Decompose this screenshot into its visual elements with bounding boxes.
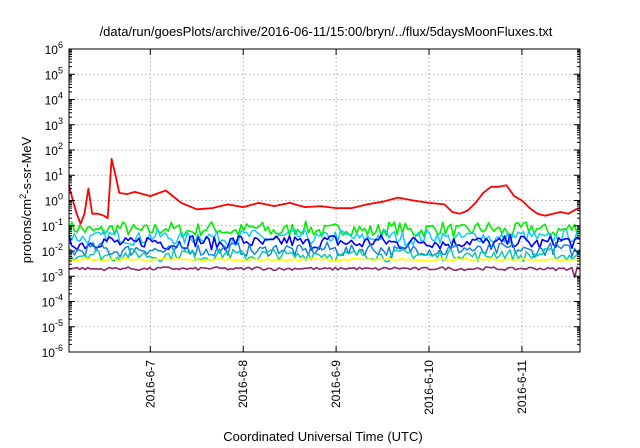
series-line xyxy=(68,241,581,259)
y-tick-label: 102 xyxy=(45,141,63,158)
y-axis-label: protons/cm2-s-sr-MeV xyxy=(18,136,34,263)
y-tick-label: 105 xyxy=(45,65,63,82)
series-line xyxy=(68,266,581,278)
y-tick-label: 103 xyxy=(45,116,63,133)
series-line xyxy=(68,220,581,238)
series-line xyxy=(68,157,581,225)
y-tick-label: 10-4 xyxy=(42,293,63,310)
y-tick-label: 106 xyxy=(45,40,63,57)
x-tick-label: 2016-6-9 xyxy=(329,360,343,408)
data-series xyxy=(68,157,581,278)
y-tick-label: 10-2 xyxy=(42,242,63,259)
y-tick-label: 101 xyxy=(45,166,63,183)
series-line xyxy=(68,257,581,263)
y-axis-label-prefix: protons/cm xyxy=(19,199,34,263)
y-tick-label: 10-6 xyxy=(42,343,63,360)
series-line xyxy=(68,233,581,251)
y-tick-label: 104 xyxy=(45,91,63,108)
series-line xyxy=(68,247,581,263)
y-axis-label-suffix: -s-sr-MeV xyxy=(19,136,34,193)
x-tick-label: 2016-6-10 xyxy=(422,360,436,415)
y-axis-label-superscript: 2 xyxy=(18,194,28,199)
x-tick-label: 2016-6-8 xyxy=(236,360,250,408)
chart-title: /data/run/goesPlots/archive/2016-06-11/1… xyxy=(100,24,553,39)
x-tick-label: 2016-6-7 xyxy=(143,360,157,408)
x-tick-label: 2016-6-11 xyxy=(515,360,529,414)
y-tick-label: 100 xyxy=(45,192,63,209)
y-tick-label: 10-5 xyxy=(42,318,63,335)
y-tick-label: 10-1 xyxy=(42,217,63,234)
series-line xyxy=(68,228,581,247)
y-tick-label: 10-3 xyxy=(42,267,63,284)
axes: 10-6 10-5 10-4 10-3 10-2 10-1 100 101 102 103 104 1… xyxy=(42,40,580,415)
x-axis-label: Coordinated Universal Time (UTC) xyxy=(223,429,422,444)
